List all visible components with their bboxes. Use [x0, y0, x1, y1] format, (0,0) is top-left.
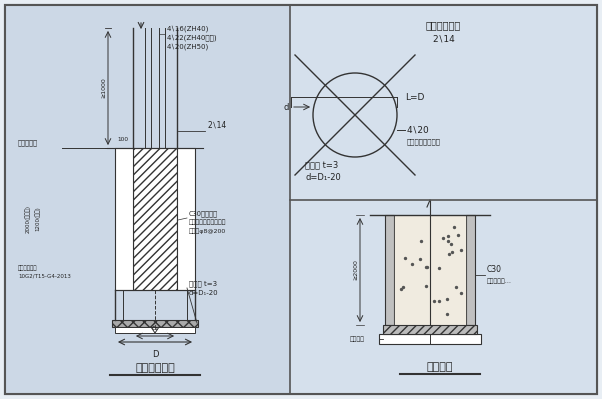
Text: 团钉板 t=3: 团钉板 t=3: [189, 280, 217, 286]
Point: [443, 238, 453, 245]
Text: ≥1000: ≥1000: [101, 78, 106, 99]
Point: [447, 249, 456, 255]
Text: 焊气封头: 焊气封头: [350, 336, 365, 342]
Bar: [115, 327, 195, 333]
Text: 微膨混凝土…: 微膨混凝土…: [487, 278, 512, 284]
Text: 无收缩混凝土填充密实: 无收缩混凝土填充密实: [189, 219, 226, 225]
Bar: [466, 215, 475, 325]
Text: 2∖14: 2∖14: [207, 121, 226, 130]
Point: [421, 264, 431, 270]
Text: D: D: [152, 350, 158, 359]
Point: [438, 234, 448, 241]
Text: d: d: [284, 103, 289, 111]
Point: [456, 247, 466, 253]
Point: [434, 298, 444, 304]
Point: [444, 233, 453, 239]
Text: L=D: L=D: [405, 93, 424, 101]
Text: d=D₁-20: d=D₁-20: [305, 174, 341, 182]
Bar: [5, 5, 290, 394]
Point: [429, 298, 438, 304]
Point: [444, 251, 454, 257]
Text: 4∖20: 4∖20: [407, 126, 430, 134]
Text: 100: 100: [117, 137, 128, 142]
Point: [422, 264, 432, 271]
Text: 团钉板 t=3: 团钉板 t=3: [305, 160, 338, 170]
Point: [415, 256, 425, 263]
Text: 1200(最深): 1200(最深): [35, 207, 41, 231]
Bar: [385, 215, 394, 325]
Bar: [383, 325, 477, 334]
Point: [447, 241, 456, 247]
Point: [407, 261, 417, 267]
Text: 框顶交叉钉筋: 框顶交叉钉筋: [426, 20, 461, 30]
Point: [442, 295, 452, 302]
Text: 2000(最浅处): 2000(最浅处): [25, 205, 31, 233]
Text: ≥2000: ≥2000: [353, 260, 358, 280]
Point: [417, 238, 426, 244]
Text: 2∖14: 2∖14: [432, 35, 455, 44]
Text: 桩顶构造大样: 桩顶构造大样: [135, 363, 175, 373]
Point: [396, 286, 406, 292]
Point: [401, 255, 411, 261]
Bar: [115, 148, 133, 290]
Point: [421, 283, 431, 289]
Point: [442, 311, 452, 317]
Text: C30: C30: [487, 265, 502, 275]
Point: [453, 232, 463, 239]
Text: d=D₁-20: d=D₁-20: [189, 290, 219, 296]
Text: 4∖16(ZH40): 4∖16(ZH40): [167, 25, 209, 32]
Bar: [290, 5, 597, 394]
Bar: [379, 334, 481, 344]
Bar: [177, 148, 195, 290]
Text: 4∖22(ZH40挑筋): 4∖22(ZH40挑筋): [167, 34, 218, 41]
Point: [449, 224, 459, 230]
Text: 10G2/T15-G4-2013: 10G2/T15-G4-2013: [18, 274, 71, 279]
Bar: [112, 320, 198, 327]
Text: 桩台底标高: 桩台底标高: [18, 139, 38, 146]
Bar: [394, 215, 466, 325]
Text: C30微膨胀剂: C30微膨胀剂: [189, 210, 218, 217]
Text: 4∖20(ZH50): 4∖20(ZH50): [167, 43, 209, 49]
Text: d₁: d₁: [152, 325, 158, 331]
Text: 配箋筋φ8@200: 配箋筋φ8@200: [189, 228, 226, 234]
Bar: [133, 148, 177, 290]
Point: [456, 290, 466, 296]
Text: 框身构造要求: 框身构造要求: [18, 265, 37, 271]
Text: （与团钉板焊接）: （与团钉板焊接）: [407, 139, 441, 145]
Point: [435, 265, 444, 271]
Point: [451, 284, 461, 290]
Text: 桩头大样: 桩头大样: [427, 362, 453, 372]
Point: [399, 284, 408, 290]
